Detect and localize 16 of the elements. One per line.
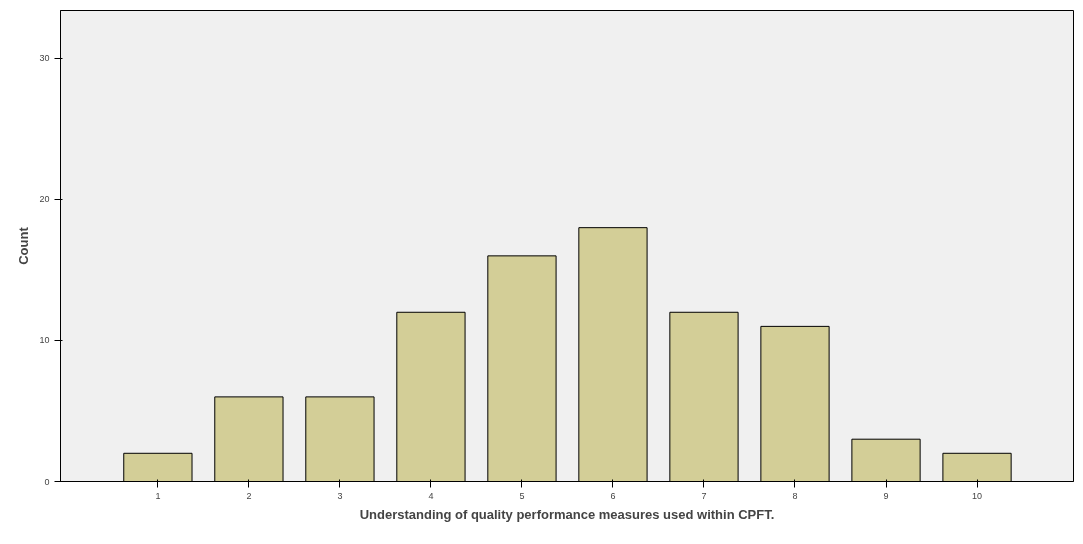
y-tick-label: 0 (44, 476, 50, 487)
y-axis-title: Count (16, 226, 32, 265)
x-tick-label: 10 (972, 490, 983, 501)
y-tick-label: 30 (39, 53, 50, 64)
x-tick-label: 3 (337, 490, 343, 501)
y-tick-label: 10 (39, 335, 50, 346)
x-tick-label: 9 (883, 490, 889, 501)
x-tick-label: 7 (701, 490, 707, 501)
x-tick-label: 6 (610, 490, 616, 501)
x-axis-title: Understanding of quality performance measures used within CPFT. (359, 506, 775, 522)
x-tick-label: 5 (519, 490, 525, 501)
x-tick-label: 4 (428, 490, 434, 501)
x-tick-label: 1 (155, 490, 161, 501)
y-tick-label: 20 (39, 194, 50, 205)
x-tick-label: 8 (792, 490, 798, 501)
x-tick-label: 2 (246, 490, 252, 501)
